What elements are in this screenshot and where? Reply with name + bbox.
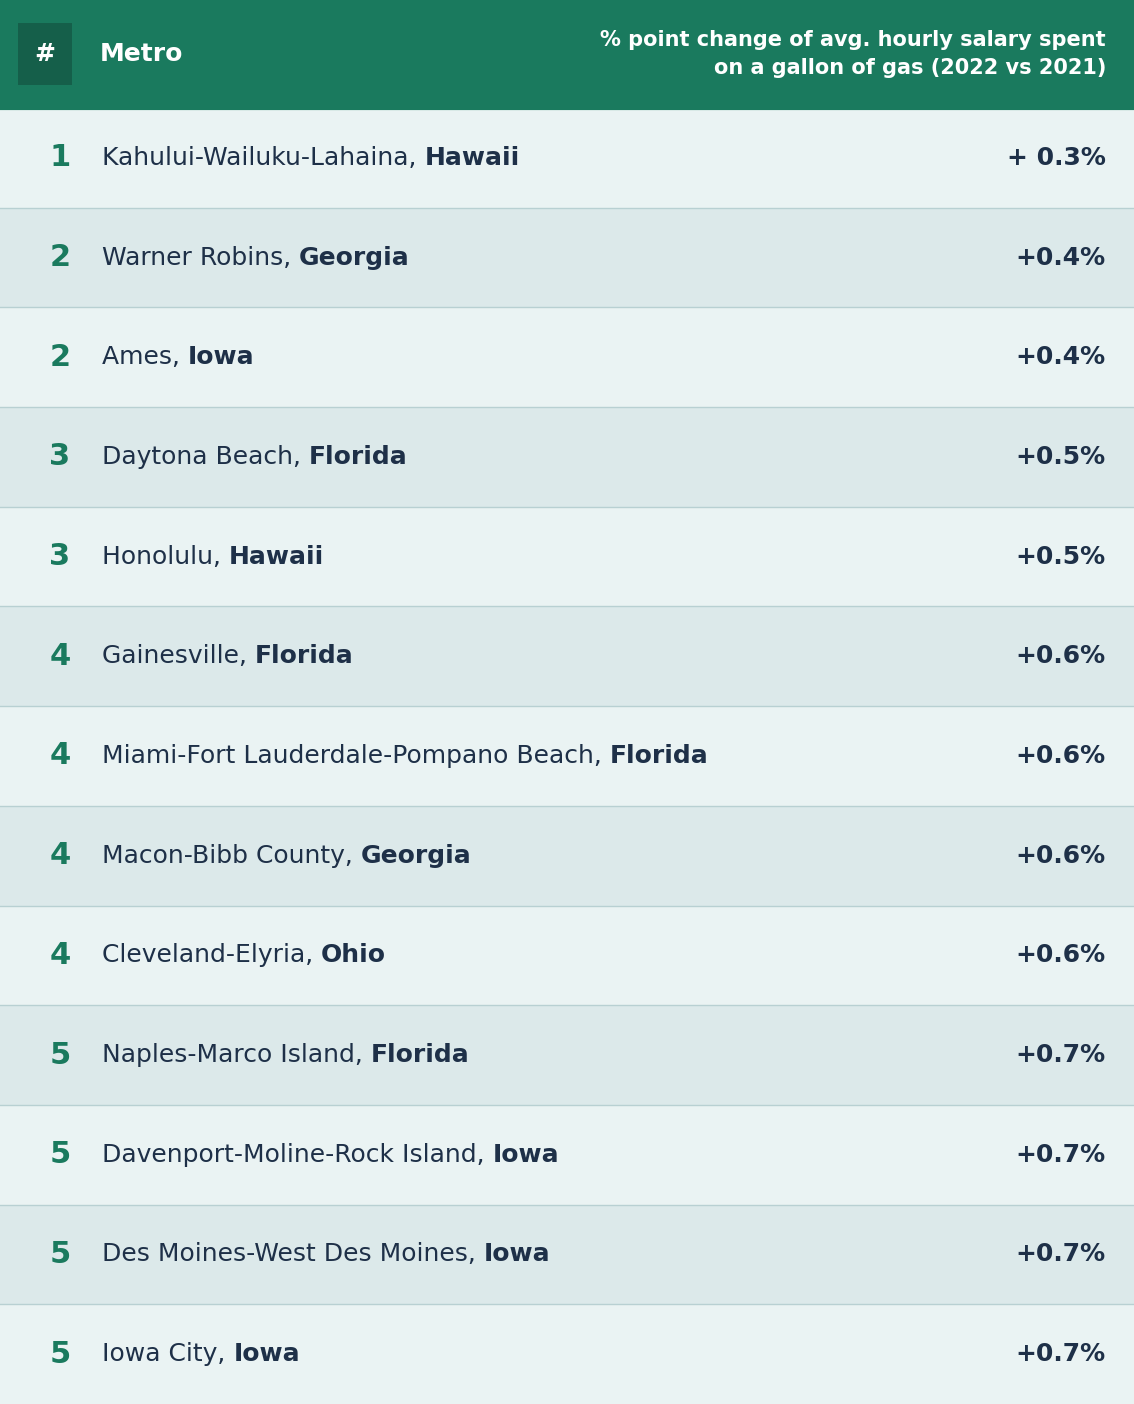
Text: +0.6%: +0.6% — [1016, 744, 1106, 768]
Text: Metro: Metro — [100, 42, 184, 66]
Text: 4: 4 — [50, 941, 70, 970]
Text: +0.4%: +0.4% — [1016, 246, 1106, 270]
Text: 4: 4 — [50, 642, 70, 671]
Text: + 0.3%: + 0.3% — [1007, 146, 1106, 170]
Bar — [0, 0, 1134, 108]
Bar — [0, 706, 1134, 806]
Bar — [0, 307, 1134, 407]
Bar — [0, 1005, 1134, 1105]
Text: Davenport-Moline-Rock Island,: Davenport-Moline-Rock Island, — [102, 1143, 492, 1167]
Text: Florida: Florida — [610, 744, 709, 768]
Bar — [0, 208, 1134, 307]
Bar — [0, 1205, 1134, 1304]
Text: Hawaii: Hawaii — [424, 146, 519, 170]
Text: 2: 2 — [50, 243, 70, 272]
Text: Iowa: Iowa — [492, 1143, 559, 1167]
Text: Des Moines-West Des Moines,: Des Moines-West Des Moines, — [102, 1243, 484, 1266]
Text: Georgia: Georgia — [299, 246, 411, 270]
Text: 1: 1 — [50, 143, 70, 173]
Text: +0.7%: +0.7% — [1016, 1143, 1106, 1167]
Text: +0.4%: +0.4% — [1016, 345, 1106, 369]
Text: +0.6%: +0.6% — [1016, 844, 1106, 868]
Text: 2: 2 — [50, 343, 70, 372]
Text: Miami-Fort Lauderdale-Pompano Beach,: Miami-Fort Lauderdale-Pompano Beach, — [102, 744, 610, 768]
Text: Iowa: Iowa — [188, 345, 255, 369]
Text: Iowa: Iowa — [234, 1342, 301, 1366]
Text: 5: 5 — [50, 1040, 70, 1070]
Text: % point change of avg. hourly salary spent
on a gallon of gas (2022 vs 2021): % point change of avg. hourly salary spe… — [600, 29, 1106, 79]
Text: #: # — [34, 42, 56, 66]
Text: Georgia: Georgia — [361, 844, 472, 868]
Text: Warner Robins,: Warner Robins, — [102, 246, 299, 270]
Bar — [0, 1304, 1134, 1404]
Text: Honolulu,: Honolulu, — [102, 545, 229, 569]
Text: Florida: Florida — [371, 1043, 469, 1067]
Text: +0.7%: +0.7% — [1016, 1342, 1106, 1366]
Bar — [0, 1105, 1134, 1205]
Text: +0.7%: +0.7% — [1016, 1243, 1106, 1266]
Bar — [0, 407, 1134, 507]
Text: 5: 5 — [50, 1140, 70, 1170]
Bar — [0, 607, 1134, 706]
Text: Cleveland-Elyria,: Cleveland-Elyria, — [102, 943, 321, 967]
Text: Naples-Marco Island,: Naples-Marco Island, — [102, 1043, 371, 1067]
Text: +0.7%: +0.7% — [1016, 1043, 1106, 1067]
Text: 5: 5 — [50, 1240, 70, 1269]
Text: Daytona Beach,: Daytona Beach, — [102, 445, 308, 469]
Text: +0.5%: +0.5% — [1016, 445, 1106, 469]
Bar — [0, 806, 1134, 906]
Text: Ames,: Ames, — [102, 345, 188, 369]
Text: +0.6%: +0.6% — [1016, 644, 1106, 668]
Text: Iowa: Iowa — [484, 1243, 550, 1266]
Text: 5: 5 — [50, 1339, 70, 1369]
Text: Kahului-Wailuku-Lahaina,: Kahului-Wailuku-Lahaina, — [102, 146, 424, 170]
Bar — [0, 507, 1134, 607]
Text: Iowa City,: Iowa City, — [102, 1342, 234, 1366]
Bar — [0, 108, 1134, 208]
Text: Florida: Florida — [308, 445, 408, 469]
Bar — [18, 22, 71, 86]
Text: 3: 3 — [50, 442, 70, 472]
Text: Ohio: Ohio — [321, 943, 387, 967]
Text: Macon-Bibb County,: Macon-Bibb County, — [102, 844, 361, 868]
Text: Florida: Florida — [255, 644, 354, 668]
Text: 4: 4 — [50, 841, 70, 870]
Bar — [0, 906, 1134, 1005]
Text: +0.6%: +0.6% — [1016, 943, 1106, 967]
Text: +0.5%: +0.5% — [1016, 545, 1106, 569]
Text: 4: 4 — [50, 741, 70, 771]
Text: Gainesville,: Gainesville, — [102, 644, 255, 668]
Text: Hawaii: Hawaii — [229, 545, 324, 569]
Text: 3: 3 — [50, 542, 70, 571]
